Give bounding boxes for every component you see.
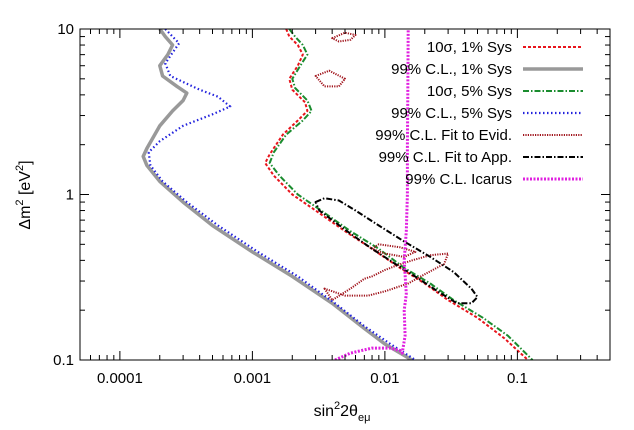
x-tick-label: 0.1 (507, 370, 528, 387)
legend-label: 10σ, 5% Sys (427, 83, 512, 100)
y-tick-label: 1 (66, 187, 74, 204)
legend-label: 99% C.L. Icarus (405, 171, 512, 188)
x-tick-label: 0.0001 (97, 370, 143, 387)
series-line-6 (323, 252, 450, 302)
legend-label: 99% C.L., 1% Sys (391, 61, 512, 78)
legend-label: 99% C.L., 5% Sys (391, 105, 512, 122)
series-line-5 (314, 69, 346, 88)
series-line-7 (371, 243, 417, 258)
legend-label: 10σ, 1% Sys (427, 39, 512, 56)
series-line-8 (314, 197, 479, 305)
ticks-layer: 0.0001 0.001 0.01 0.1 0.1 1 10 (53, 21, 611, 387)
x-tick-label: 0.01 (370, 370, 399, 387)
plot-background (80, 29, 610, 360)
legend-label: 99% C.L. Fit to Evid. (375, 127, 512, 144)
series-layer (141, 29, 534, 360)
x-axis-label: sin22θeμ (314, 400, 371, 424)
x-tick-label: 0.001 (234, 370, 272, 387)
series-line-9 (334, 29, 410, 360)
legend: 10σ, 1% Sys 99% C.L., 1% Sys 10σ, 5% Sys 99… (375, 39, 583, 188)
y-axis-label: Δm2 [eV2] (14, 160, 34, 229)
series-line-1 (141, 29, 413, 360)
y-tick-label: 10 (57, 21, 74, 38)
legend-label: 99% C.L. Fit to App. (379, 149, 512, 166)
series-line-3 (147, 29, 416, 360)
series-line-2 (268, 29, 534, 360)
y-tick-label: 0.1 (53, 352, 74, 369)
